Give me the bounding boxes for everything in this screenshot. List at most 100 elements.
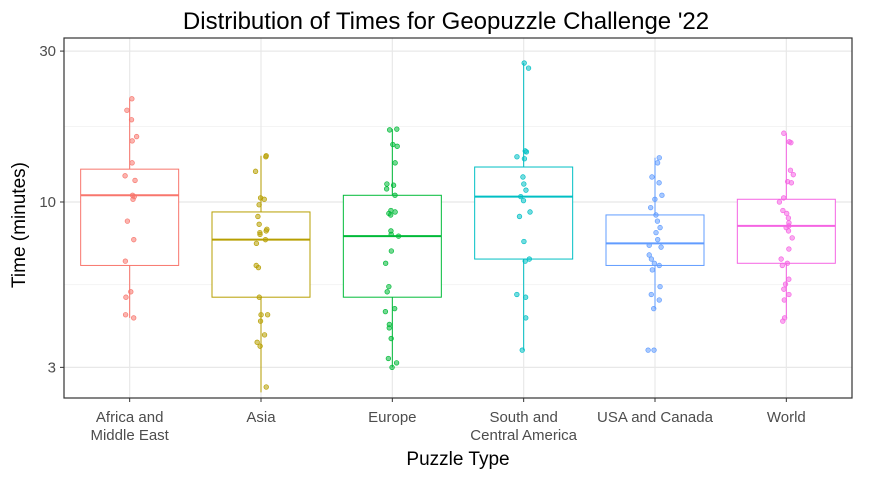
data-point [394,143,400,149]
data-point [257,343,263,349]
data-point [645,347,651,353]
data-point [656,180,662,186]
data-point [525,65,532,71]
x-tick-label-line: USA and Canada [597,409,714,426]
data-point [388,212,394,218]
data-point [386,283,392,290]
data-point [780,195,787,201]
data-point [788,180,795,186]
data-point [781,297,787,303]
data-point [392,209,398,215]
data-point [523,149,530,155]
data-point [258,312,264,318]
data-point [790,172,796,178]
data-point [390,141,396,148]
data-point [656,262,662,269]
data-point [651,347,657,353]
data-point [656,155,662,161]
data-point [523,187,529,193]
data-point [132,177,138,184]
box-group-5 [605,157,705,309]
panel-border [63,37,853,399]
x-tick-label-line: Middle East [90,427,169,444]
data-point [519,347,525,353]
data-point [648,291,654,298]
data-point [386,127,393,133]
x-tick-label: USA and Canada [597,409,714,426]
data-point [129,160,135,166]
data-point [263,228,269,234]
x-tick-label: World [767,409,806,426]
data-point [257,231,263,238]
data-point [395,233,402,239]
data-point [521,60,527,66]
data-point [131,237,137,243]
data-point [781,286,787,292]
data-point [133,133,140,140]
data-point [388,335,394,342]
data-point [649,174,655,180]
x-tick-label-line: South and [489,409,557,426]
data-point [264,312,271,318]
data-point [656,297,662,303]
data-point [649,267,655,273]
data-point [128,117,135,123]
data-point [787,167,794,173]
data-point [784,260,790,266]
data-point [651,260,657,266]
data-point [651,305,657,312]
box-body [80,168,180,266]
data-point [392,192,398,198]
box-body [605,214,705,266]
data-point [657,283,663,290]
data-point [261,196,267,202]
data-point [646,242,652,248]
data-point [384,181,390,187]
data-point [394,126,400,132]
data-point [521,156,528,162]
x-tick-label-line: Europe [368,409,416,426]
data-point [523,315,529,321]
data-point [122,258,129,264]
data-point [788,140,794,146]
data-point [263,154,269,160]
data-point [653,229,659,236]
data-point [131,315,137,321]
data-point [123,294,129,300]
x-tick-label: Europe [368,409,416,426]
data-point [780,207,786,214]
data-point [655,237,661,243]
data-point [789,235,795,241]
data-point [527,209,533,215]
data-point [256,294,262,300]
data-point [256,221,262,227]
x-tick-label-line: Africa and [96,409,164,426]
data-point [521,181,527,187]
x-tick-label: South and Central America [470,409,577,444]
data-point [514,154,520,160]
data-point [392,160,398,166]
box-body [474,166,574,260]
x-tick-label: Africa and Middle East [90,409,169,444]
data-point [392,305,398,312]
data-point [255,264,262,271]
data-point [659,192,665,198]
data-point [124,218,131,224]
data-point [389,364,395,371]
data-point [776,199,783,205]
data-point [653,212,659,218]
x-tick-label-line: Asia [246,409,276,426]
x-tick-label: Asia [246,409,276,426]
data-point [388,231,394,238]
data-point [386,325,392,331]
data-point [522,258,528,264]
data-point [657,224,663,231]
x-tick-label-line: Central America [470,427,577,444]
data-point [652,196,658,202]
data-point [780,318,786,324]
data-point [520,197,527,204]
y-tick-label: 10 [39,194,56,211]
data-point [786,246,792,252]
data-point [654,160,661,166]
